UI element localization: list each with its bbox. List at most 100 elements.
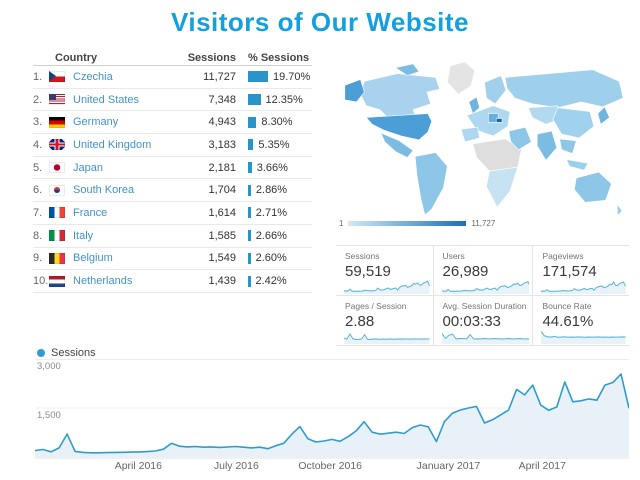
- metric-label: Pageviews: [542, 251, 584, 261]
- pct-cell: 2.71%: [236, 207, 312, 219]
- legend-dot-icon: [37, 349, 45, 357]
- country-table: Country Sessions % Sessions 1. Czechia 1…: [33, 50, 312, 293]
- map-usa: [365, 113, 433, 141]
- pct-bar-icon: [248, 71, 268, 83]
- sessions-value: 1,585: [208, 229, 236, 242]
- map-indonesia: [566, 159, 589, 171]
- metric-value: 44.61%: [542, 313, 594, 330]
- x-tick-label: April 2016: [114, 460, 162, 472]
- metric-card[interactable]: Pageviews 171,574: [532, 245, 629, 295]
- map-japan: [597, 106, 610, 125]
- metric-card[interactable]: Users 26,989: [432, 245, 533, 295]
- pct-bar-icon: [248, 162, 252, 174]
- map-russia: [504, 69, 624, 109]
- map-legend: 1 11,727: [339, 219, 495, 228]
- metric-card[interactable]: Sessions 59,519: [336, 245, 433, 295]
- map-china: [552, 107, 595, 139]
- pct-cell: 2.86%: [236, 184, 312, 196]
- country-table-body: 1. Czechia 11,727 19.70% 2. United State…: [33, 66, 312, 293]
- flag-it-icon: [49, 230, 65, 242]
- sessions-value: 11,727: [203, 70, 236, 83]
- flag-nl-icon: [49, 275, 65, 287]
- timeline-plot[interactable]: [35, 359, 629, 457]
- row-rank: 3.: [33, 116, 43, 129]
- pct-cell: 12.35%: [236, 94, 312, 106]
- table-row: 9. Belgium 1,549 2.60%: [33, 248, 312, 271]
- pct-value: 19.70%: [273, 70, 311, 83]
- map-legend-gradient: [348, 221, 467, 226]
- pct-value: 2.71%: [255, 206, 287, 219]
- row-rank: 6.: [33, 184, 43, 197]
- pct-cell: 2.42%: [236, 275, 312, 287]
- x-tick-label: July 2016: [213, 460, 259, 472]
- metric-value: 2.88: [345, 313, 375, 330]
- metric-value: 171,574: [542, 263, 597, 280]
- x-tick-label: April 2017: [518, 460, 566, 472]
- pct-bar-icon: [248, 207, 251, 219]
- column-header-country[interactable]: Country: [55, 51, 98, 64]
- row-rank: 4.: [33, 138, 43, 151]
- table-row: 7. France 1,614 2.71%: [33, 202, 312, 225]
- country-link[interactable]: Germany: [73, 116, 119, 129]
- metric-card[interactable]: Bounce Rate 44.61%: [532, 295, 629, 345]
- row-rank: 5.: [33, 161, 43, 174]
- metric-sparkline: [541, 280, 626, 294]
- table-row: 1. Czechia 11,727 19.70%: [33, 66, 312, 89]
- metric-label: Avg. Session Duration: [442, 301, 527, 311]
- map-germany: [488, 113, 499, 123]
- row-rank: 7.: [33, 206, 43, 219]
- timeline-legend[interactable]: Sessions: [37, 347, 96, 359]
- country-link[interactable]: Netherlands: [73, 275, 133, 288]
- table-row: 3. Germany 4,943 8.30%: [33, 111, 312, 135]
- metric-label: Users: [442, 251, 465, 261]
- row-rank: 8.: [33, 229, 43, 242]
- table-row: 2. United States 7,348 12.35%: [33, 89, 312, 112]
- pct-value: 5.35%: [258, 138, 290, 151]
- flag-be-icon: [49, 252, 65, 264]
- row-rank: 9.: [33, 252, 43, 265]
- sessions-value: 7,348: [208, 93, 236, 106]
- map-new-zealand: [617, 203, 623, 214]
- pct-bar-icon: [248, 116, 257, 128]
- metric-sparkline: [441, 280, 530, 294]
- page-title: Visitors of Our Website: [170, 7, 470, 37]
- x-tick-label: January 2017: [416, 460, 481, 472]
- metric-card[interactable]: Pages / Session 2.88: [336, 295, 433, 345]
- metric-sparkline: [441, 333, 530, 344]
- country-link[interactable]: United States: [73, 93, 140, 106]
- table-row: 4. United Kingdom 3,183 5.35%: [33, 134, 312, 157]
- world-map-svg: [344, 61, 624, 214]
- map-iberia: [460, 126, 480, 143]
- map-mexico: [380, 132, 414, 158]
- pct-value: 2.86%: [255, 184, 288, 197]
- column-header-pct-sessions[interactable]: % Sessions: [248, 51, 310, 64]
- metric-card[interactable]: Avg. Session Duration 00:03:33: [432, 295, 533, 345]
- sessions-timeline: Sessions 3,000 1,500 April 2016 July 2016…: [0, 346, 640, 480]
- country-link[interactable]: Japan: [73, 161, 103, 174]
- country-link[interactable]: Italy: [73, 229, 94, 242]
- map-australia: [574, 171, 612, 203]
- flag-us-icon: [49, 94, 65, 106]
- y-tick-1500: 1,500: [37, 410, 61, 421]
- pct-value: 2.66%: [255, 229, 287, 242]
- map-uk: [468, 96, 480, 115]
- country-link[interactable]: Czechia: [73, 70, 113, 83]
- table-row: 10. Netherlands 1,439 2.42%: [33, 270, 312, 293]
- table-header-row: Country Sessions % Sessions: [33, 50, 312, 66]
- sessions-value: 1,614: [208, 206, 236, 219]
- country-link[interactable]: France: [73, 206, 108, 219]
- country-link[interactable]: United Kingdom: [73, 138, 152, 151]
- metric-label: Bounce Rate: [542, 301, 592, 311]
- country-link[interactable]: South Korea: [73, 184, 135, 197]
- x-tick-label: October 2016: [298, 460, 363, 472]
- map-scandinavia: [484, 75, 507, 105]
- table-row: 5. Japan 2,181 3.66%: [33, 157, 312, 180]
- metric-value: 00:03:33: [442, 313, 501, 330]
- row-rank: 10.: [33, 275, 49, 288]
- metric-label: Sessions: [345, 251, 380, 261]
- column-header-sessions[interactable]: Sessions: [187, 51, 236, 64]
- country-link[interactable]: Belgium: [73, 252, 113, 265]
- world-map[interactable]: 1 11,727: [337, 58, 630, 230]
- pct-cell: 3.66%: [236, 162, 312, 174]
- map-canada: [360, 73, 440, 118]
